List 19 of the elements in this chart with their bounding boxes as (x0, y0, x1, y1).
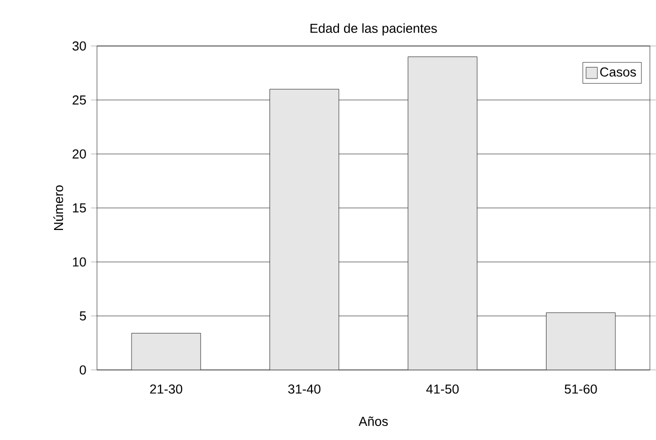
legend-label: Casos (600, 67, 636, 77)
y-tick-label: 15 (72, 203, 86, 213)
bar (546, 312, 616, 370)
chart-title: Edad de las pacientes (310, 23, 437, 36)
y-tick-label: 5 (80, 311, 86, 321)
y-tick-label: 10 (72, 257, 86, 267)
x-tick-label: 51-60 (564, 384, 597, 394)
bar (131, 333, 201, 370)
y-tick-label: 0 (80, 365, 86, 375)
y-tick-label: 30 (72, 41, 86, 51)
bar (270, 89, 340, 370)
y-tick-label: 25 (72, 95, 86, 105)
y-axis-title: Número (53, 185, 64, 230)
x-tick-label: 31-40 (288, 384, 320, 394)
x-tick-label: 41-50 (426, 384, 459, 394)
x-axis-title: Años (358, 416, 388, 426)
x-tick-label: 21-30 (150, 384, 182, 394)
y-tick-label: 20 (72, 149, 86, 159)
bar (408, 56, 478, 370)
